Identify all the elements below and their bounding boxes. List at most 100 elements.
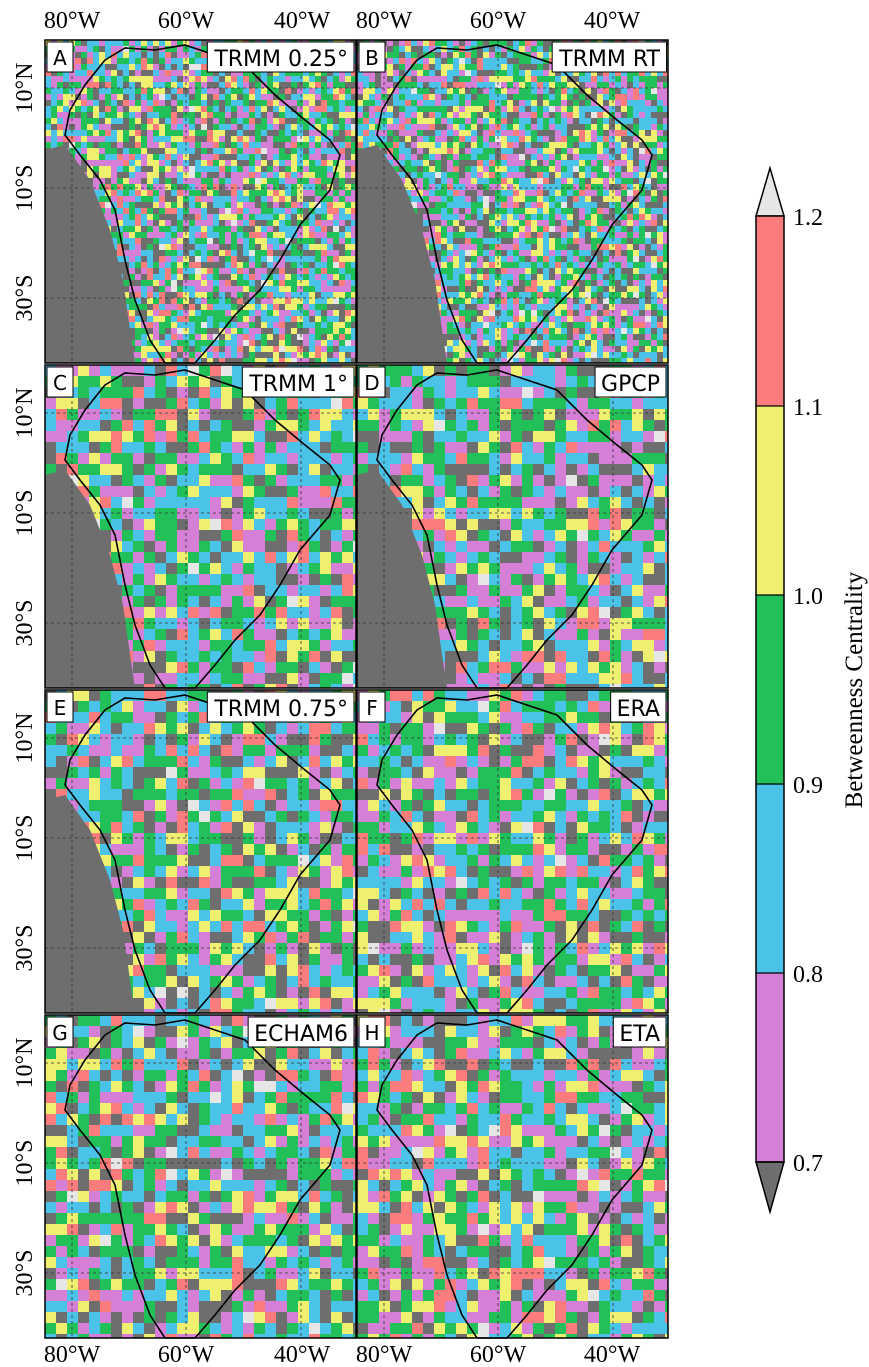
centrality-field: [45, 1015, 356, 1338]
panel-letter-box: [46, 691, 74, 723]
bottom-tick-right-2: 60°W: [470, 1342, 527, 1367]
coastline: [376, 694, 653, 1014]
left-tick-row1-1: 10°N: [12, 63, 38, 114]
panel-letter: B: [365, 46, 379, 70]
panel-letter-box: [358, 366, 386, 398]
map-panel-d: D GPCP: [356, 364, 669, 689]
graticule: [357, 365, 668, 688]
colorbar-label-1.0: 1.0: [793, 584, 823, 610]
centrality-field: [357, 690, 668, 1013]
bottom-tick-right-3: 40°W: [584, 1342, 641, 1367]
panel-letter-box: [358, 691, 386, 723]
top-tick-right-2: 60°W: [470, 8, 527, 34]
masked-region: [45, 145, 135, 363]
panel-title-box: [551, 41, 668, 73]
panel-frame: [44, 39, 357, 364]
left-tick-row2-1: 10°N: [12, 388, 38, 439]
top-tick-left-3: 40°W: [274, 8, 331, 34]
panel-frame: [356, 364, 669, 689]
bottom-tick-right-1: 80°W: [356, 1342, 413, 1367]
panel-letter: F: [366, 696, 378, 720]
colorbar-segment-0.9-1.0: [756, 595, 784, 784]
colorbar-over-triangle: [755, 165, 785, 217]
left-tick-row2-2: 10°S: [12, 490, 38, 537]
map-panels: A TRMM 0.25° B TRMM RT C TRMM 1° D GPCP E TRMM 0.…: [44, 39, 669, 1339]
left-tick-row4-2: 10°S: [12, 1140, 38, 1187]
panel-title: TRMM 0.75°: [213, 697, 348, 722]
colorbar-label-0.8: 0.8: [793, 962, 823, 988]
panel-title-box: [612, 1016, 667, 1048]
coastline: [64, 1019, 341, 1339]
colorbar: 1.2 1.1 1.0 0.9 0.8 0.7 Betweenness Cent…: [755, 165, 868, 1215]
panel-title-box: [206, 691, 355, 723]
map-panel-c: C TRMM 1°: [44, 364, 357, 689]
coastline: [376, 369, 653, 689]
left-tick-row2-3: 30°S: [12, 600, 38, 647]
top-axis-ticks: 80°W 60°W 40°W 80°W 60°W 40°W: [44, 8, 641, 34]
panel-title-box: [247, 1016, 355, 1048]
panel-frame: [44, 689, 357, 1014]
left-tick-row1-3: 30°S: [12, 275, 38, 322]
panel-frame: [356, 39, 669, 364]
panel-letter-box: [46, 366, 74, 398]
colorbar-under-triangle: [755, 1161, 785, 1215]
colorbar-label-0.9: 0.9: [793, 773, 823, 799]
map-panel-e: E TRMM 0.75°: [44, 689, 357, 1014]
masked-region: [357, 145, 447, 363]
left-tick-row3-1: 10°N: [12, 713, 38, 764]
left-tick-row4-1: 10°N: [12, 1038, 38, 1089]
coastline: [376, 1019, 653, 1339]
panel-letter: E: [54, 696, 67, 720]
bottom-tick-left-1: 80°W: [44, 1342, 101, 1367]
colorbar-segment-1.1-1.2: [756, 216, 784, 406]
panel-letter-box: [358, 1016, 386, 1048]
centrality-field: [357, 1015, 668, 1338]
panel-title: TRMM 0.25°: [213, 47, 348, 72]
panel-title: GPCP: [601, 372, 660, 397]
map-panel-f: F ERA: [356, 689, 669, 1014]
top-tick-right-3: 40°W: [584, 8, 641, 34]
left-tick-row4-3: 30°S: [12, 1250, 38, 1297]
panel-letter: C: [53, 371, 67, 395]
panel-letter-box: [46, 41, 74, 73]
graticule: [357, 1015, 668, 1338]
colorbar-segment-1.0-1.1: [756, 406, 784, 595]
panel-title: ETA: [619, 1022, 660, 1047]
panel-letter: D: [364, 371, 379, 395]
panel-letter: A: [53, 46, 67, 70]
graticule: [45, 690, 356, 1013]
panel-title: TRMM 1°: [248, 372, 348, 397]
colorbar-label-1.1: 1.1: [793, 395, 823, 421]
panel-title: TRMM RT: [558, 47, 660, 72]
panel-frame: [356, 689, 669, 1014]
map-panel-h: H ETA: [356, 1014, 669, 1339]
coastline: [376, 44, 653, 364]
panel-title-box: [610, 691, 667, 723]
left-tick-row3-3: 30°S: [12, 925, 38, 972]
bottom-axis-ticks: 80°W 60°W 40°W 80°W 60°W 40°W: [44, 1342, 641, 1367]
panel-frame: [44, 364, 357, 689]
graticule: [45, 365, 356, 688]
graticule: [45, 1015, 356, 1338]
colorbar-segment-0.8-0.9: [756, 784, 784, 973]
left-axis-ticks: 10°N 10°S 30°S 10°N 10°S 30°S 10°N 10°S 30°S 10°N…: [12, 63, 38, 1297]
panel-title: ECHAM6: [254, 1022, 348, 1047]
masked-region: [45, 795, 135, 1013]
panel-title-box: [206, 41, 355, 73]
bottom-tick-left-2: 60°W: [158, 1342, 215, 1367]
top-tick-right-1: 80°W: [356, 8, 413, 34]
left-tick-row1-2: 10°S: [12, 165, 38, 212]
top-tick-left-1: 80°W: [44, 8, 101, 34]
map-panel-g: G ECHAM6: [44, 1014, 357, 1339]
map-panel-a: A TRMM 0.25°: [44, 39, 357, 364]
bottom-tick-left-3: 40°W: [274, 1342, 331, 1367]
colorbar-title: Betweenness Centrality: [841, 571, 868, 808]
graticule: [45, 40, 356, 363]
panel-title-box: [594, 366, 667, 398]
masked-region: [45, 470, 135, 688]
panel-title-box: [241, 366, 355, 398]
map-panel-b: B TRMM RT: [356, 39, 669, 364]
graticule: [357, 40, 668, 363]
colorbar-segment-0.7-0.8: [756, 973, 784, 1162]
